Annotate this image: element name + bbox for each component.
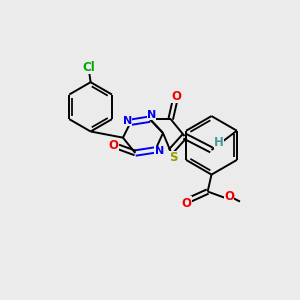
Text: O: O	[109, 139, 119, 152]
Text: S: S	[169, 151, 177, 164]
Text: O: O	[182, 196, 192, 210]
Text: N: N	[123, 116, 132, 126]
Text: Cl: Cl	[83, 61, 95, 74]
Text: H: H	[214, 136, 224, 149]
Text: N: N	[154, 146, 164, 157]
Text: N: N	[147, 110, 156, 120]
Text: O: O	[171, 90, 181, 103]
Text: O: O	[224, 190, 234, 203]
